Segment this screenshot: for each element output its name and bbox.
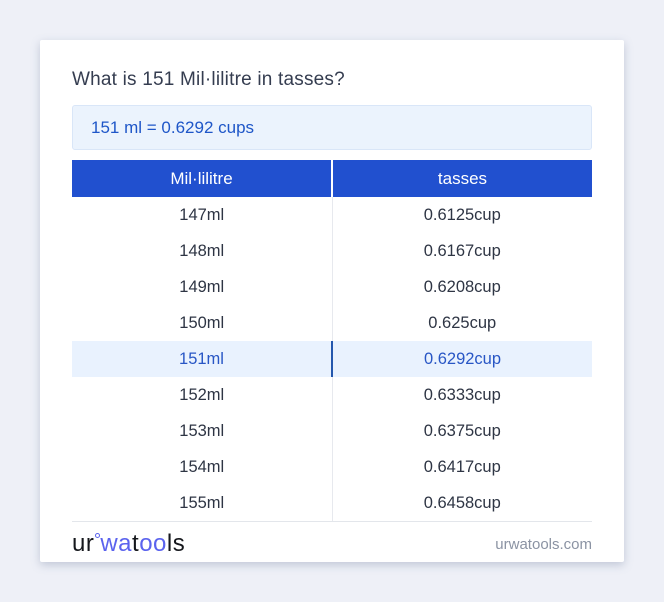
table-row-highlighted: 151ml 0.6292cup — [72, 341, 592, 377]
table-row: 155ml 0.6458cup — [72, 485, 592, 521]
logo-text-wa: wa — [100, 530, 133, 557]
logo-text-ls: ls — [166, 530, 186, 557]
table-row: 154ml 0.6417cup — [72, 449, 592, 485]
ml-cell: 149ml — [72, 269, 333, 305]
table-row: 153ml 0.6375cup — [72, 413, 592, 449]
ml-cell: 151ml — [72, 341, 333, 377]
cup-cell: 0.6333cup — [423, 385, 501, 404]
table-row: 147ml 0.6125cup — [72, 197, 592, 233]
logo-ring-icon — [95, 533, 101, 538]
cup-cell: 0.6417cup — [423, 457, 501, 476]
column-header-millilitre: Mil·lilitre — [72, 160, 333, 197]
cup-cell: 0.6375cup — [423, 421, 501, 440]
ml-cell: 155ml — [72, 485, 333, 521]
logo-glasses-oo: oo — [139, 530, 167, 557]
column-header-tasses: tasses — [333, 160, 592, 197]
ml-cell: 154ml — [72, 449, 333, 485]
ml-cell: 148ml — [72, 233, 333, 269]
logo-text-t: t — [132, 530, 140, 557]
conversion-table: Mil·lilitre tasses 147ml 0.6125cup 148ml… — [72, 160, 592, 522]
logo-text-ur: ur — [72, 530, 95, 557]
table-row: 152ml 0.6333cup — [72, 377, 592, 413]
cup-cell: 0.6125cup — [423, 205, 501, 224]
page-title: What is 151 Mil·lilitre in tasses? — [72, 69, 345, 90]
ml-cell: 153ml — [72, 413, 333, 449]
cup-cell: 0.625cup — [428, 313, 497, 332]
conversion-card: What is 151 Mil·lilitre in tasses? 151 m… — [40, 40, 624, 562]
ml-cell: 150ml — [72, 305, 333, 341]
cup-cell: 0.6458cup — [423, 493, 501, 512]
cup-cell: 0.6167cup — [423, 241, 501, 260]
table-row: 150ml 0.625cup — [72, 305, 592, 341]
conversion-result-box: 151 ml = 0.6292 cups — [72, 105, 592, 150]
ml-cell: 152ml — [72, 377, 333, 413]
conversion-result-text: 151 ml = 0.6292 cups — [91, 117, 255, 137]
cup-cell: 0.6292cup — [423, 349, 502, 368]
urwatools-logo[interactable]: ur watools — [72, 532, 185, 556]
card-footer: ur watools urwatools.com — [72, 527, 592, 561]
ml-cell: 147ml — [72, 197, 333, 233]
table-row: 149ml 0.6208cup — [72, 269, 592, 305]
cup-cell: 0.6208cup — [423, 277, 501, 296]
site-domain-text: urwatools.com — [495, 535, 592, 553]
table-row: 148ml 0.6167cup — [72, 233, 592, 269]
table-header-row: Mil·lilitre tasses — [72, 160, 592, 197]
